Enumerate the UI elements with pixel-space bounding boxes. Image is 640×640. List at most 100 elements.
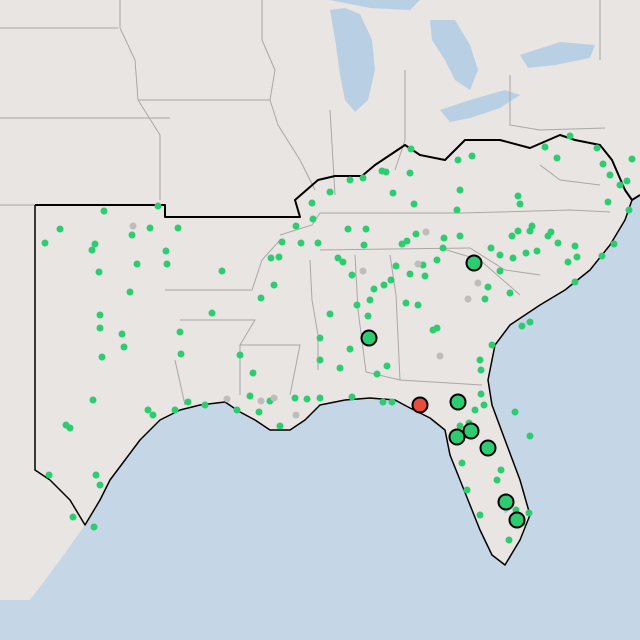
- small-green-marker[interactable]: [493, 476, 501, 484]
- small-green-marker[interactable]: [514, 227, 522, 235]
- small-green-marker[interactable]: [353, 301, 361, 309]
- small-green-marker[interactable]: [511, 408, 519, 416]
- large-green-marker[interactable]: [508, 511, 526, 529]
- small-green-marker[interactable]: [267, 254, 275, 262]
- small-green-marker[interactable]: [487, 244, 495, 252]
- small-green-marker[interactable]: [471, 406, 479, 414]
- small-gray-marker[interactable]: [292, 411, 300, 419]
- small-green-marker[interactable]: [414, 301, 422, 309]
- small-green-marker[interactable]: [421, 272, 429, 280]
- small-green-marker[interactable]: [476, 356, 484, 364]
- small-green-marker[interactable]: [598, 252, 606, 260]
- small-green-marker[interactable]: [481, 295, 489, 303]
- small-green-marker[interactable]: [334, 254, 342, 262]
- small-green-marker[interactable]: [236, 351, 244, 359]
- small-green-marker[interactable]: [623, 177, 631, 185]
- small-green-marker[interactable]: [257, 294, 265, 302]
- small-green-marker[interactable]: [66, 424, 74, 432]
- small-green-marker[interactable]: [364, 312, 372, 320]
- small-green-marker[interactable]: [316, 334, 324, 342]
- small-green-marker[interactable]: [144, 406, 152, 414]
- small-green-marker[interactable]: [96, 311, 104, 319]
- small-green-marker[interactable]: [359, 174, 367, 182]
- small-green-marker[interactable]: [348, 393, 356, 401]
- small-green-marker[interactable]: [246, 392, 254, 400]
- small-green-marker[interactable]: [566, 132, 574, 140]
- small-green-marker[interactable]: [96, 324, 104, 332]
- small-gray-marker[interactable]: [359, 267, 367, 275]
- small-gray-marker[interactable]: [257, 397, 265, 405]
- small-green-marker[interactable]: [522, 249, 530, 257]
- small-gray-marker[interactable]: [436, 352, 444, 360]
- small-green-marker[interactable]: [433, 256, 441, 264]
- small-green-marker[interactable]: [45, 471, 53, 479]
- large-red-marker[interactable]: [411, 396, 429, 414]
- small-green-marker[interactable]: [606, 171, 614, 179]
- small-gray-marker[interactable]: [270, 394, 278, 402]
- small-green-marker[interactable]: [336, 364, 344, 372]
- small-green-marker[interactable]: [146, 224, 154, 232]
- small-green-marker[interactable]: [291, 394, 299, 402]
- small-green-marker[interactable]: [90, 523, 98, 531]
- small-green-marker[interactable]: [392, 262, 400, 270]
- small-green-marker[interactable]: [528, 222, 536, 230]
- small-green-marker[interactable]: [91, 240, 99, 248]
- small-green-marker[interactable]: [625, 206, 633, 214]
- small-green-marker[interactable]: [564, 258, 572, 266]
- small-green-marker[interactable]: [201, 401, 209, 409]
- small-green-marker[interactable]: [278, 238, 286, 246]
- small-green-marker[interactable]: [410, 200, 418, 208]
- small-green-marker[interactable]: [297, 239, 305, 247]
- small-green-marker[interactable]: [292, 222, 300, 230]
- small-green-marker[interactable]: [208, 309, 216, 317]
- small-green-marker[interactable]: [326, 310, 334, 318]
- small-green-marker[interactable]: [162, 247, 170, 255]
- small-green-marker[interactable]: [516, 200, 524, 208]
- small-green-marker[interactable]: [184, 398, 192, 406]
- small-green-marker[interactable]: [133, 260, 141, 268]
- small-green-marker[interactable]: [476, 511, 484, 519]
- small-green-marker[interactable]: [379, 398, 387, 406]
- large-green-marker[interactable]: [465, 254, 483, 272]
- small-green-marker[interactable]: [346, 345, 354, 353]
- small-green-marker[interactable]: [477, 390, 485, 398]
- small-green-marker[interactable]: [275, 253, 283, 261]
- small-green-marker[interactable]: [439, 244, 447, 252]
- small-green-marker[interactable]: [604, 198, 612, 206]
- small-green-marker[interactable]: [571, 242, 579, 250]
- small-green-marker[interactable]: [406, 169, 414, 177]
- small-green-marker[interactable]: [484, 283, 492, 291]
- small-green-marker[interactable]: [303, 395, 311, 403]
- large-green-marker[interactable]: [360, 329, 378, 347]
- small-green-marker[interactable]: [547, 228, 555, 236]
- small-green-marker[interactable]: [497, 466, 505, 474]
- small-green-marker[interactable]: [514, 192, 522, 200]
- small-green-marker[interactable]: [95, 268, 103, 276]
- small-gray-marker[interactable]: [474, 279, 482, 287]
- small-green-marker[interactable]: [387, 276, 395, 284]
- small-green-marker[interactable]: [496, 267, 504, 275]
- small-green-marker[interactable]: [468, 152, 476, 160]
- small-green-marker[interactable]: [174, 224, 182, 232]
- small-green-marker[interactable]: [154, 202, 162, 210]
- small-green-marker[interactable]: [553, 154, 561, 162]
- small-green-marker[interactable]: [496, 251, 504, 259]
- small-green-marker[interactable]: [541, 143, 549, 151]
- small-green-marker[interactable]: [454, 156, 462, 164]
- small-gray-marker[interactable]: [414, 260, 422, 268]
- small-green-marker[interactable]: [488, 341, 496, 349]
- small-green-marker[interactable]: [402, 299, 410, 307]
- small-green-marker[interactable]: [525, 509, 533, 517]
- small-green-marker[interactable]: [344, 225, 352, 233]
- small-green-marker[interactable]: [69, 513, 77, 521]
- small-green-marker[interactable]: [314, 239, 322, 247]
- small-green-marker[interactable]: [339, 258, 347, 266]
- small-green-marker[interactable]: [177, 350, 185, 358]
- small-green-marker[interactable]: [326, 188, 334, 196]
- small-green-marker[interactable]: [533, 247, 541, 255]
- small-green-marker[interactable]: [56, 225, 64, 233]
- small-green-marker[interactable]: [96, 481, 104, 489]
- small-green-marker[interactable]: [249, 369, 257, 377]
- small-green-marker[interactable]: [163, 260, 171, 268]
- small-green-marker[interactable]: [316, 356, 324, 364]
